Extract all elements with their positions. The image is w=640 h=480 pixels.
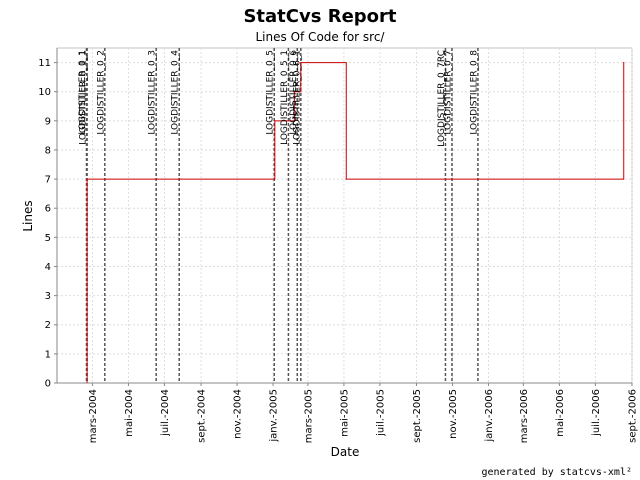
x-axis-ticks: mars-2004 mai-2004 juil.-2004 sept.-2004 nov… xyxy=(88,383,639,443)
y-tick-label: 4 xyxy=(45,262,51,273)
x-tick-label: mars-2006 xyxy=(519,389,530,443)
release-marker-label: LOGDISTILLER_0_4 xyxy=(171,50,181,135)
release-marker-label: LOGDISTILLER_0_7RC xyxy=(437,50,447,147)
chart-subtitle: Lines Of Code for src/ xyxy=(256,30,386,44)
plot-area xyxy=(56,47,633,384)
footer-credit: generated by statcvs-xml² xyxy=(481,467,632,478)
x-tick-label: juil.-2005 xyxy=(375,389,386,437)
x-tick-label: mai-2004 xyxy=(124,389,135,437)
loc-data-point xyxy=(623,61,625,64)
x-tick-label: juil.-2004 xyxy=(160,389,171,437)
x-tick-label: sept.-2004 xyxy=(197,389,208,443)
release-marker-label: LOGDISTILLER_0_2 xyxy=(96,50,106,135)
loc-data-point xyxy=(345,178,347,180)
loc-data-point xyxy=(86,178,88,180)
release-marker-label: LOGDISTILLER_0_5 xyxy=(266,50,276,135)
y-axis-label: Lines xyxy=(21,200,35,231)
x-tick-label: mai-2005 xyxy=(339,389,350,437)
x-axis-label: Date xyxy=(331,445,360,459)
x-tick-label: sept.-2005 xyxy=(412,389,423,443)
x-tick-label: nov.-2004 xyxy=(233,389,244,439)
x-tick-label: mai-2006 xyxy=(555,389,566,437)
loc-data-point xyxy=(622,178,624,180)
y-axis-ticks: 0 1 2 3 4 5 6 7 8 9 10 11 xyxy=(38,58,57,390)
release-marker-label: LOGDISTILLER_0_6 xyxy=(289,50,299,135)
y-tick-label: 0 xyxy=(45,379,51,390)
loc-data-point xyxy=(293,91,295,93)
release-marker-label: LOGDISTILLER_0_6_1 xyxy=(292,50,302,145)
release-marker-label: LOGDISTILLER_0_8 xyxy=(469,50,479,135)
y-tick-label: 1 xyxy=(45,349,51,360)
x-tick-label: juil.-2006 xyxy=(591,389,602,437)
x-tick-label: janv.-2006 xyxy=(484,389,495,443)
release-marker-label: LOGDISTILLER_0_7 xyxy=(443,50,453,135)
x-tick-label: nov.-2005 xyxy=(448,389,459,439)
y-tick-label: 5 xyxy=(45,233,51,244)
x-tick-label: sept.-2006 xyxy=(628,389,639,443)
x-tick-label: mars-2004 xyxy=(88,389,99,443)
release-marker-label: LOGDISTILLER_0_5_1 xyxy=(280,50,290,145)
y-tick-label: 3 xyxy=(45,291,51,302)
release-marker-label: LOGDISTILLER_0_1 xyxy=(78,50,88,135)
series-layer xyxy=(85,61,625,384)
loc-data-point xyxy=(274,120,276,122)
loc-data-point xyxy=(273,178,275,180)
y-tick-label: 6 xyxy=(45,204,51,215)
chart-title: StatCvs Report xyxy=(243,6,396,27)
y-tick-label: 7 xyxy=(45,175,51,186)
y-tick-label: 2 xyxy=(45,320,51,331)
y-tick-label: 9 xyxy=(45,116,51,127)
y-tick-label: 10 xyxy=(38,87,51,98)
x-tick-label: janv.-2005 xyxy=(269,389,280,443)
loc-data-point xyxy=(300,61,302,64)
y-tick-label: 11 xyxy=(38,58,51,69)
x-tick-label: mars-2005 xyxy=(303,389,314,443)
y-tick-label: 8 xyxy=(45,145,51,156)
release-marker-label: LOGDISTILLER_0_3 xyxy=(148,50,158,135)
release-marker-label: LOGDISTILLER_0_1_1 xyxy=(79,50,89,145)
